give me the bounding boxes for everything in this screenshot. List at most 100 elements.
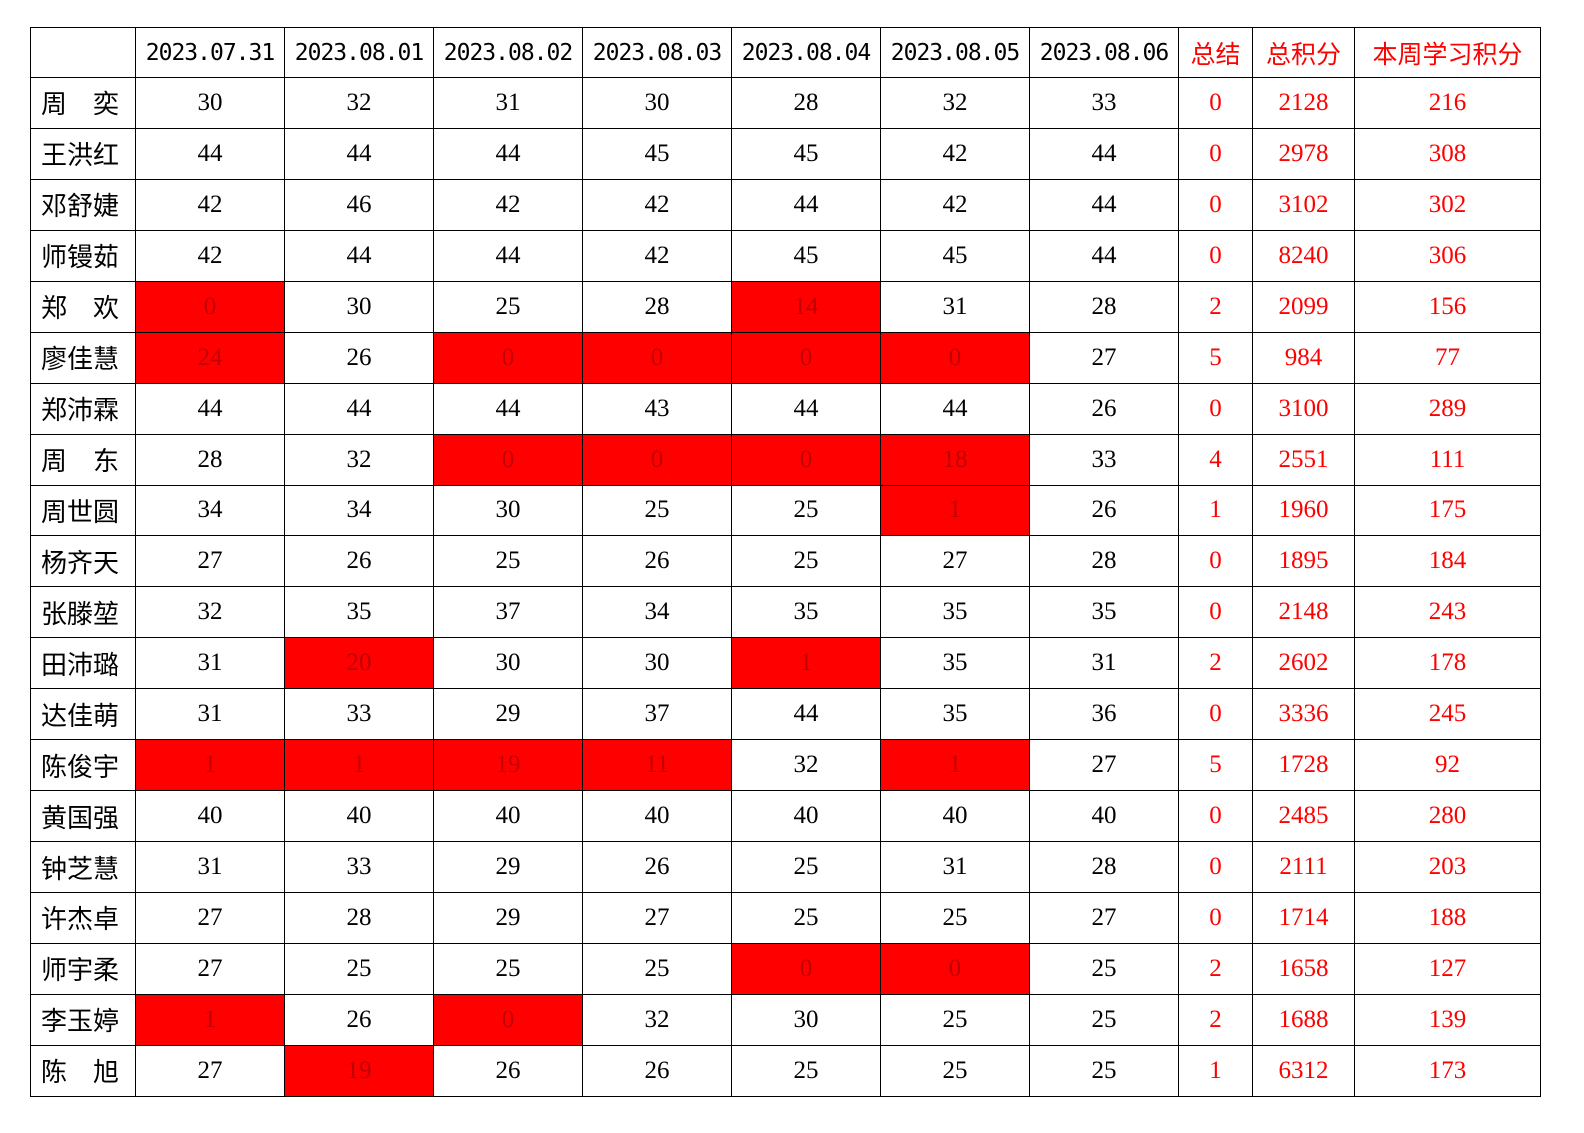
score-cell: 30 [582,637,732,690]
score-cell: 33 [284,688,434,741]
score-cell: 40 [880,790,1030,843]
score-cell: 0 [1178,688,1253,741]
score-cell: 4 [1178,433,1253,486]
score-cell: 1960 [1252,484,1355,537]
score-cell: 28 [582,280,732,333]
score-cell: 25 [582,942,732,995]
score-cell: 0 [1178,382,1253,435]
score-cell: 35 [880,637,1030,690]
column-header: 2023.08.02 [433,27,583,78]
score-cell: 28 [731,77,881,129]
score-cell: 32 [135,586,285,639]
score-cell: 280 [1354,790,1541,843]
flagged-cell: 0 [731,942,881,995]
score-cell: 1714 [1252,892,1355,944]
data-row: 周世圆 34 34 30 25 25 1 26 1 1960 175 [30,484,1541,537]
score-cell: 44 [731,382,881,435]
score-cell: 46 [284,178,434,231]
score-cell: 26 [433,1044,583,1097]
data-row: 邓舒婕 42 46 42 42 44 42 44 0 3102 302 [30,178,1541,231]
score-cell: 40 [731,790,881,843]
score-cell: 30 [284,280,434,333]
header-row: 2023.07.31 2023.08.01 2023.08.02 2023.08.03… [30,27,1541,78]
score-cell: 25 [284,942,434,995]
score-cell: 44 [433,229,583,282]
data-row: 王洪红 44 44 44 45 45 42 44 0 2978 308 [30,127,1541,180]
score-cell: 0 [1178,841,1253,893]
score-cell: 28 [1029,841,1179,893]
flagged-cell: 0 [135,280,285,333]
score-cell: 0 [1178,790,1253,843]
flagged-cell: 18 [880,433,1030,486]
score-cell: 6312 [1252,1044,1355,1097]
data-row: 达佳萌 31 33 29 37 44 35 36 0 3336 245 [30,688,1541,741]
score-cell: 42 [582,229,732,282]
score-cell: 42 [582,178,732,231]
score-cell: 35 [731,586,881,639]
data-row: 廖佳慧 24 26 0 0 0 0 27 5 984 77 [30,331,1541,384]
score-cell: 2148 [1252,586,1355,639]
score-cell: 2978 [1252,127,1355,180]
corner-cell [30,27,136,78]
score-cell: 44 [1029,127,1179,180]
score-cell: 0 [1178,892,1253,944]
score-cell: 31 [433,77,583,129]
score-cell: 35 [880,688,1030,741]
score-cell: 37 [433,586,583,639]
score-cell: 36 [1029,688,1179,741]
flagged-cell: 1 [880,484,1030,537]
flagged-cell: 24 [135,331,285,384]
flagged-cell: 14 [731,280,881,333]
score-cell: 44 [433,382,583,435]
score-cell: 1688 [1252,993,1355,1046]
score-cell: 25 [880,892,1030,944]
score-cell: 33 [284,841,434,893]
flagged-cell: 0 [880,331,1030,384]
score-cell: 25 [731,484,881,537]
score-cell: 5 [1178,739,1253,792]
flagged-cell: 0 [582,433,732,486]
column-header: 2023.08.01 [284,27,434,78]
row-name: 田沛璐 [30,637,136,690]
score-cell: 77 [1354,331,1541,384]
score-cell: 34 [582,586,732,639]
score-cell: 26 [582,1044,732,1097]
flagged-cell: 1 [880,739,1030,792]
row-name: 黄国强 [30,790,136,843]
score-cell: 1728 [1252,739,1355,792]
score-cell: 27 [1029,331,1179,384]
score-cell: 30 [433,637,583,690]
score-cell: 245 [1354,688,1541,741]
score-cell: 29 [433,892,583,944]
score-cell: 25 [731,535,881,588]
score-cell: 30 [135,77,285,129]
score-cell: 31 [880,841,1030,893]
score-cell: 243 [1354,586,1541,639]
flagged-cell: 11 [582,739,732,792]
score-cell: 34 [135,484,285,537]
score-cell: 25 [1029,942,1179,995]
row-name: 张滕堃 [30,586,136,639]
column-header: 总积分 [1252,27,1355,78]
score-cell: 40 [433,790,583,843]
flagged-cell: 19 [284,1044,434,1097]
score-cell: 1 [1178,1044,1253,1097]
score-cell: 188 [1354,892,1541,944]
score-cell: 27 [135,892,285,944]
data-row: 师镘茹 42 44 44 42 45 45 44 0 8240 306 [30,229,1541,282]
score-cell: 44 [880,382,1030,435]
score-cell: 32 [284,77,434,129]
score-cell: 3102 [1252,178,1355,231]
score-cell: 1658 [1252,942,1355,995]
flagged-cell: 0 [731,331,881,384]
score-cell: 43 [582,382,732,435]
score-cell: 37 [582,688,732,741]
row-name: 师镘茹 [30,229,136,282]
score-cell: 32 [582,993,732,1046]
score-cell: 26 [1029,382,1179,435]
score-cell: 2 [1178,993,1253,1046]
data-row: 张滕堃 32 35 37 34 35 35 35 0 2148 243 [30,586,1541,639]
score-cell: 45 [731,127,881,180]
score-cell: 28 [1029,280,1179,333]
score-cell: 178 [1354,637,1541,690]
